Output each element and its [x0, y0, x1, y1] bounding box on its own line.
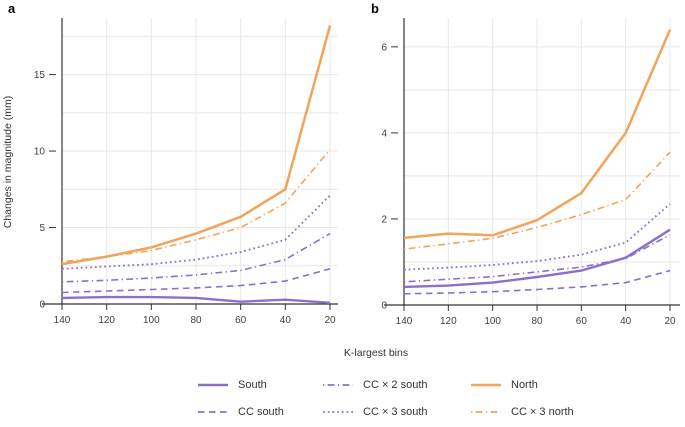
legend-item-cc-2-south: CC × 2 south	[322, 377, 428, 393]
legend-swatch-cc-south-icon	[198, 411, 228, 413]
y-tick-label-b: 0	[381, 301, 387, 312]
legend-swatch-cc-3-south-icon	[323, 411, 353, 413]
series-line-south-panel-b	[403, 228, 671, 289]
y-tick-label-b: 6	[381, 42, 387, 53]
legend-item-cc-south: CC south	[197, 404, 284, 420]
legend-swatch-south-icon	[198, 383, 228, 387]
series-line-cc-3-south-panel-a	[61, 194, 331, 270]
x-axis-title: K-largest bins	[343, 347, 409, 359]
y-axis-title: Changes in magnitude (mm)	[2, 95, 14, 229]
x-tick-label-a: 120	[98, 315, 115, 326]
legend-item-south: South	[197, 377, 267, 393]
legend-label-north: North	[511, 379, 538, 391]
series-line-south-panel-a	[61, 295, 331, 304]
series-line-north-panel-a	[61, 25, 332, 266]
x-tick-label-b: 80	[531, 316, 543, 327]
series-line-cc-2-south-panel-a	[61, 232, 331, 283]
legend: South CC south CC × 2 south CC × 3 south Nor…	[0, 368, 685, 427]
legend-swatch-cc-2-south-icon	[323, 384, 353, 386]
panel-b-letter: b	[371, 1, 379, 16]
y-tick-label-a: 5	[39, 223, 45, 234]
legend-label-cc-south: CC south	[238, 406, 284, 418]
x-tick-label-a: 40	[280, 315, 292, 326]
series-line-cc-3-north-panel-b	[403, 151, 671, 250]
x-tick-label-b: 40	[620, 316, 632, 327]
x-tick-label-a: 20	[324, 315, 336, 326]
legend-label-cc-2-south: CC × 2 south	[363, 379, 428, 391]
y-tick-label-a: 15	[34, 70, 46, 81]
panel-a-letter: a	[8, 1, 16, 16]
y-tick-label-a: 10	[34, 147, 46, 158]
series-line-cc-south-panel-a	[61, 268, 331, 294]
legend-item-cc-3-south: CC × 3 south	[322, 404, 428, 420]
y-tick-label-b: 2	[381, 214, 387, 225]
legend-item-north: North	[470, 377, 538, 393]
legend-label-cc-3-south: CC × 3 south	[363, 406, 428, 418]
legend-label-south: South	[238, 379, 267, 391]
x-tick-label-b: 60	[576, 316, 588, 327]
x-tick-label-a: 140	[54, 315, 71, 326]
series-line-cc-3-south-panel-b	[403, 203, 671, 271]
series-line-cc-south-panel-b	[403, 269, 671, 295]
y-tick-label-b: 4	[381, 128, 387, 139]
legend-item-cc-3-north: CC × 3 north	[470, 404, 574, 420]
x-tick-label-a: 80	[190, 315, 202, 326]
legend-swatch-north-icon	[471, 383, 501, 387]
x-tick-label-b: 120	[440, 316, 457, 327]
y-tick-label-a: 0	[39, 300, 45, 311]
series-line-north-panel-b	[403, 29, 672, 240]
x-tick-label-a: 60	[235, 315, 247, 326]
legend-label-cc-3-north: CC × 3 north	[511, 406, 574, 418]
legend-swatch-cc-3-north-icon	[471, 411, 501, 413]
x-tick-label-b: 20	[664, 316, 676, 327]
x-tick-label-a: 100	[143, 315, 160, 326]
x-tick-label-b: 140	[396, 316, 413, 327]
x-tick-label-b: 100	[484, 316, 501, 327]
